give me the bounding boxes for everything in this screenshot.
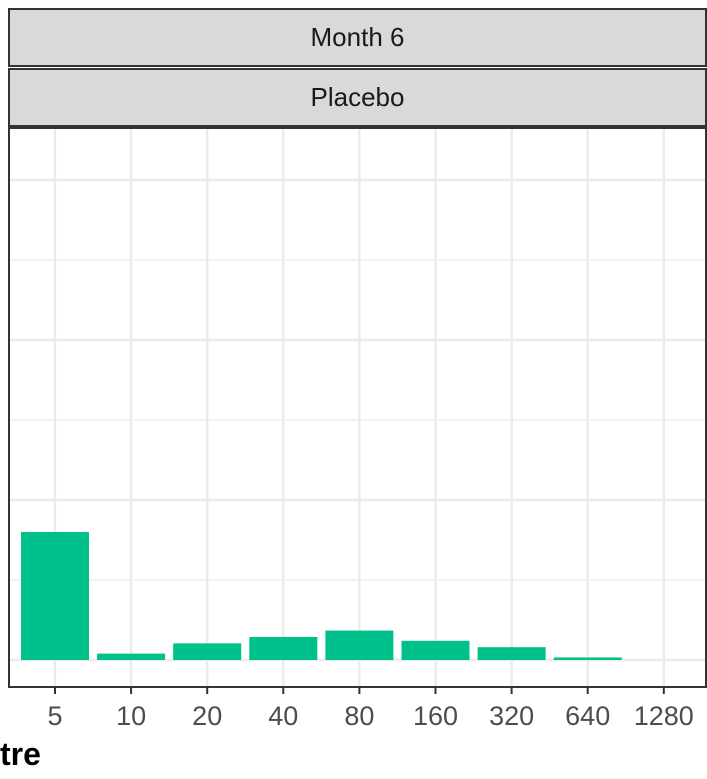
- bar-10: [97, 653, 166, 660]
- facet-label-month: Month 6: [310, 22, 405, 52]
- x-tick-label: 320: [489, 701, 534, 731]
- bar-640: [553, 657, 622, 660]
- bar-40: [249, 636, 318, 660]
- panel-border: [8, 127, 707, 688]
- facet-strip-group: Placebo: [8, 68, 707, 127]
- x-tick-label: 1280: [634, 701, 694, 731]
- x-tick-label: 10: [116, 701, 146, 731]
- x-axis-title: tre: [0, 736, 41, 772]
- facet-label-group: Placebo: [310, 82, 405, 112]
- x-tick-label: 640: [565, 701, 610, 731]
- x-tick-label: 20: [192, 701, 222, 731]
- grid-lines: [9, 128, 706, 687]
- bar-320: [477, 647, 546, 660]
- bar-20: [173, 643, 242, 660]
- bar-5: [21, 532, 89, 660]
- x-axis: 5 10 20 40 80 160 320 640 1280: [47, 687, 694, 731]
- facet-strip-month: Month 6: [8, 8, 707, 67]
- x-tick-label: 160: [413, 701, 458, 731]
- bar-80: [325, 630, 394, 660]
- x-tick-label: 40: [268, 701, 298, 731]
- x-tick-label: 5: [47, 701, 62, 731]
- plot-panel: [9, 128, 706, 687]
- bars: [21, 532, 622, 660]
- x-tick-label: 80: [344, 701, 374, 731]
- bar-160: [401, 640, 470, 660]
